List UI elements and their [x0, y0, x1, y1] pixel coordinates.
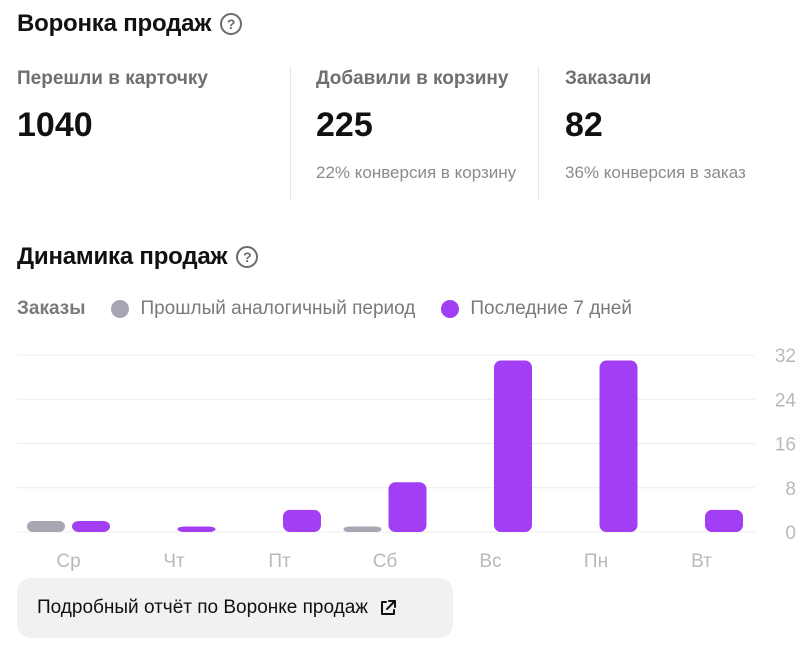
bar-last-7-days[interactable]	[705, 509, 743, 532]
metric-divider	[290, 66, 291, 200]
legend-label: Прошлый аналогичный период	[140, 298, 416, 319]
bar-last-7-days[interactable]	[599, 360, 638, 532]
dynamics-header: Динамика продаж ?	[17, 243, 259, 271]
x-tick-label: Пн	[584, 551, 608, 572]
sales-bar-chart: 0 8 16 24 32 Ср Чт Пт Сб Вс Пн Вт	[17, 346, 797, 572]
metric-card-views: Перешли в карточку 1040	[17, 68, 208, 145]
metric-value: 1040	[17, 106, 93, 144]
x-tick-label: Чт	[163, 551, 185, 572]
y-tick-label: 0	[785, 523, 796, 544]
dynamics-title: Динамика продаж	[17, 243, 228, 270]
metric-label: Перешли в карточку	[17, 68, 208, 89]
funnel-report-button[interactable]: Подробный отчёт по Воронке продаж	[17, 578, 453, 638]
legend-item-previous[interactable]: Прошлый аналогичный период	[111, 298, 415, 320]
bar-last-7-days[interactable]	[72, 520, 110, 532]
bar-previous-period[interactable]	[343, 526, 382, 532]
legend-item-current[interactable]: Последние 7 дней	[441, 298, 632, 320]
legend-title: Заказы	[17, 298, 86, 319]
bar-last-7-days[interactable]	[177, 526, 216, 532]
y-tick-label: 24	[775, 390, 797, 411]
metric-label: Добавили в корзину	[316, 68, 509, 89]
legend-label: Последние 7 дней	[470, 298, 632, 319]
help-icon[interactable]: ?	[236, 246, 259, 268]
help-icon[interactable]: ?	[220, 13, 243, 35]
bar-previous-period[interactable]	[27, 520, 65, 532]
x-tick-label: Ср	[56, 551, 80, 572]
metric-conversion-note: 22% конверсия в корзину	[316, 163, 517, 182]
legend-dot-previous	[111, 300, 130, 318]
x-tick-label: Вс	[479, 551, 501, 572]
metric-card-orders: Заказали 82 36% конверсия в заказ	[565, 68, 795, 186]
funnel-header: Воронка продаж ?	[17, 10, 243, 38]
x-tick-label: Пт	[268, 551, 291, 572]
x-tick-label: Вт	[691, 551, 712, 572]
bar-last-7-days[interactable]	[283, 509, 321, 532]
funnel-title: Воронка продаж	[17, 10, 212, 37]
bar-last-7-days[interactable]	[388, 482, 427, 532]
metric-conversion-note: 36% конверсия в заказ	[565, 163, 746, 182]
metric-divider	[538, 66, 539, 200]
bar-last-7-days[interactable]	[494, 360, 532, 532]
metric-value: 225	[316, 106, 373, 144]
y-tick-label: 8	[785, 479, 796, 500]
x-tick-label: Сб	[373, 551, 398, 572]
metric-value: 82	[565, 106, 603, 144]
y-tick-label: 32	[775, 346, 796, 367]
metric-label: Заказали	[565, 68, 652, 89]
report-button-label: Подробный отчёт по Воронке продаж	[37, 597, 368, 618]
metric-card-cart: Добавили в корзину 225 22% конверсия в к…	[316, 68, 531, 186]
y-tick-label: 16	[775, 435, 796, 456]
legend-dot-current	[441, 300, 460, 318]
chart-legend: Заказы Прошлый аналогичный период Послед…	[17, 298, 658, 320]
external-link-icon	[378, 598, 398, 618]
